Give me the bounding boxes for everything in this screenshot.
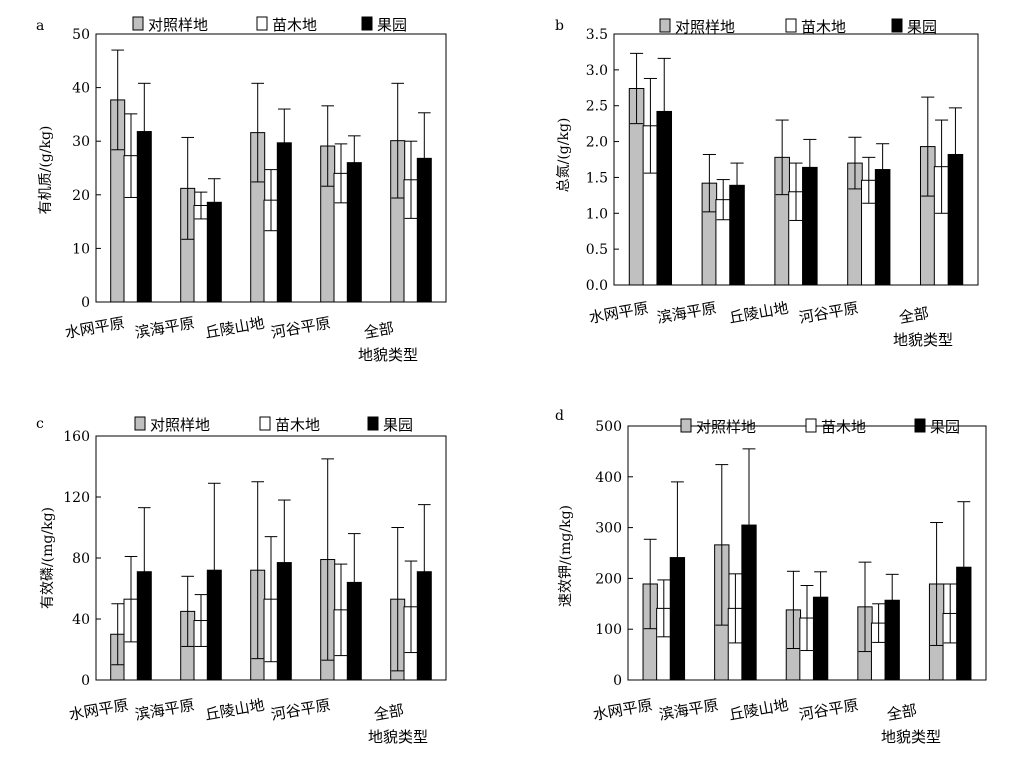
x-tick-label: 地貌类型 xyxy=(358,346,418,364)
legend-label: 对照样地 xyxy=(696,418,756,436)
bar xyxy=(193,205,209,303)
y-tick-label: 0 xyxy=(81,295,90,311)
legend-swatch xyxy=(891,18,903,33)
y-tick-label: 0 xyxy=(81,673,90,689)
y-tick-label: 0.5 xyxy=(586,242,608,258)
y-tick-label: 1.0 xyxy=(586,206,608,222)
y-tick-label: 0 xyxy=(613,673,622,689)
y-tick-label: 400 xyxy=(595,470,622,486)
y-axis-label: 总氮/(g/kg) xyxy=(556,118,572,193)
x-tick-label: 水网平原 xyxy=(592,696,654,724)
legend-swatch xyxy=(134,416,146,431)
legend-label: 对照样地 xyxy=(150,416,210,434)
legend-swatch xyxy=(256,16,268,31)
legend-label: 苗木地 xyxy=(275,416,320,434)
y-tick-label: 160 xyxy=(63,429,90,445)
legend-label: 苗木地 xyxy=(272,16,317,34)
x-tick-label: 地貌类型 xyxy=(893,331,953,349)
chart-panel-c: c 0 40 80 120 160 有效磷/(mg/kg) 水网平原 滨海平原 丘陵山地 河谷平原 全… xyxy=(36,416,447,746)
legend-label: 对照样地 xyxy=(675,18,735,36)
y-axis-label: 速效钾/(mg/kg) xyxy=(558,505,574,607)
y-tick-label: 2.5 xyxy=(586,99,608,115)
legend-swatch xyxy=(680,418,692,433)
legend-swatch xyxy=(259,416,271,431)
legend-label: 苗木地 xyxy=(801,18,846,36)
x-tick-label: 水网平原 xyxy=(68,696,130,724)
x-tick-label: 水网平原 xyxy=(588,299,650,327)
y-tick-label: 200 xyxy=(595,571,622,587)
legend-label: 果园 xyxy=(930,418,960,436)
x-tick-label: 丘陵山地 xyxy=(728,299,790,327)
x-tick-label: 丘陵山地 xyxy=(204,314,266,342)
legend-label: 果园 xyxy=(377,16,407,34)
legend-swatch xyxy=(785,18,797,33)
y-tick-label: 40 xyxy=(72,81,90,97)
y-tick-label: 120 xyxy=(63,490,90,506)
x-tick-label: 地貌类型 xyxy=(881,728,941,746)
x-tick-label: 地貌类型 xyxy=(368,728,428,746)
x-tick-label: 河谷平原 xyxy=(798,299,860,327)
panel-label: a xyxy=(36,18,44,34)
y-tick-label: 10 xyxy=(72,241,90,257)
x-tick-label: 河谷平原 xyxy=(798,696,860,724)
legend-swatch xyxy=(132,16,144,31)
legend-swatch xyxy=(805,418,817,433)
y-tick-label: 30 xyxy=(72,134,90,150)
y-tick-label: 80 xyxy=(72,551,90,567)
legend-swatch xyxy=(367,416,379,431)
legend-swatch xyxy=(361,16,373,31)
x-tick-label: 河谷平原 xyxy=(270,696,332,724)
panel-label: b xyxy=(555,18,564,34)
legend-label: 果园 xyxy=(383,416,413,434)
y-axis-label: 有效磷/(mg/kg) xyxy=(40,507,56,609)
y-tick-label: 500 xyxy=(595,419,622,435)
y-tick-label: 3.0 xyxy=(586,63,608,79)
x-tick-label: 滨海平原 xyxy=(134,314,196,342)
legend-swatch xyxy=(659,18,671,33)
x-tick-label: 全部 xyxy=(886,701,919,724)
x-tick-label: 滨海平原 xyxy=(658,696,720,724)
y-tick-label: 300 xyxy=(595,521,622,537)
x-tick-label: 河谷平原 xyxy=(270,314,332,342)
panel-label: c xyxy=(36,416,44,432)
y-tick-label: 2.0 xyxy=(586,135,608,151)
x-tick-label: 全部 xyxy=(363,319,396,342)
legend-label: 对照样地 xyxy=(148,16,208,34)
legend-label: 果园 xyxy=(907,18,937,36)
y-tick-label: 100 xyxy=(595,622,622,638)
y-tick-label: 40 xyxy=(72,612,90,628)
chart-panel-a: a 0 10 20 30 40 50 有机质/(g/kg) 水网平原 滨海平原 丘陵山地 河谷平原 全部… xyxy=(36,16,447,364)
y-tick-label: 50 xyxy=(72,27,90,43)
chart-panel-d: d 0 100 200 300 400 500 速效钾/(mg/kg) 水网平原 滨海平原 丘陵山地… xyxy=(555,408,987,746)
legend-label: 苗木地 xyxy=(821,418,866,436)
y-tick-label: 20 xyxy=(72,188,90,204)
y-tick-label: 0.0 xyxy=(586,278,608,294)
y-tick-label: 1.5 xyxy=(586,170,608,186)
y-tick-label: 3.5 xyxy=(586,27,608,43)
panel-label: d xyxy=(555,408,564,424)
x-tick-label: 全部 xyxy=(898,304,931,327)
x-tick-label: 滨海平原 xyxy=(656,299,718,327)
x-tick-label: 水网平原 xyxy=(64,314,126,342)
chart-panel-b: b 0.0 0.5 1.0 1.5 2.0 2.5 3.0 3.5 总氮/(g/kg) 水网平原 滨海… xyxy=(555,18,979,349)
x-tick-label: 滨海平原 xyxy=(134,696,196,724)
y-axis-label: 有机质/(g/kg) xyxy=(38,126,54,215)
legend-swatch xyxy=(914,418,926,433)
x-tick-label: 丘陵山地 xyxy=(204,696,266,724)
x-tick-label: 丘陵山地 xyxy=(728,696,790,724)
x-tick-label: 全部 xyxy=(373,701,406,724)
